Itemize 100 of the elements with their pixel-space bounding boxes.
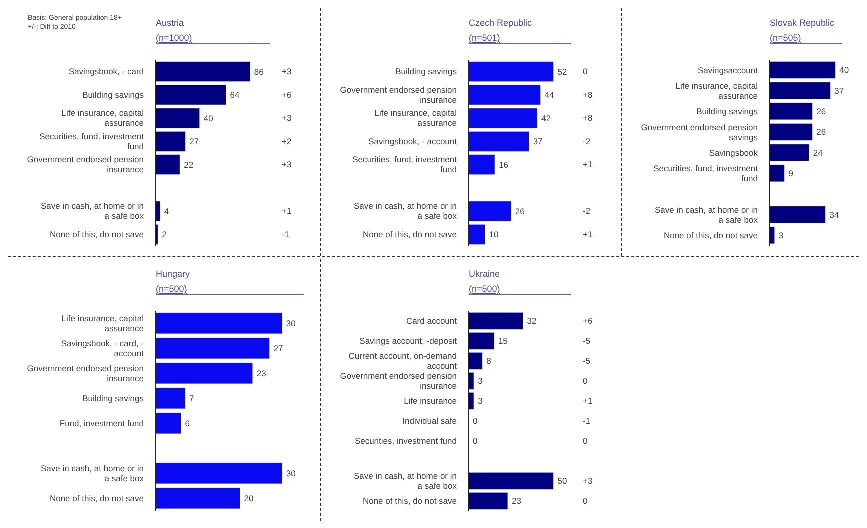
bar bbox=[156, 62, 251, 82]
data-label: 24 bbox=[813, 148, 824, 158]
text: +6 bbox=[583, 316, 593, 326]
data-label: 9 bbox=[788, 168, 794, 178]
bar bbox=[156, 488, 241, 510]
bar bbox=[156, 154, 180, 176]
text: +8 bbox=[583, 113, 593, 124]
data-label: 7 bbox=[189, 394, 194, 404]
text: -2 bbox=[583, 206, 591, 216]
chart-subtitle: (n=500) bbox=[156, 284, 188, 294]
bar bbox=[468, 62, 554, 82]
bar bbox=[770, 144, 810, 162]
bar bbox=[468, 372, 474, 390]
bar bbox=[156, 462, 283, 484]
y-tick-label: Building savings bbox=[396, 66, 457, 77]
y-tick-label: Securities, fund, investment fund bbox=[40, 131, 145, 152]
data-label: 64 bbox=[230, 90, 240, 100]
y-tick-label: Fund, investment fund bbox=[60, 418, 144, 428]
y-tick-label: Card account bbox=[406, 316, 458, 326]
bar bbox=[468, 392, 474, 410]
data-label: 20 bbox=[244, 494, 254, 504]
bar bbox=[770, 61, 836, 79]
text: +3 bbox=[583, 476, 593, 486]
chart-title: Slovak Republic bbox=[770, 18, 836, 28]
bar bbox=[156, 84, 226, 106]
data-label: 26 bbox=[816, 106, 826, 116]
text: +3 bbox=[282, 66, 292, 77]
chart-subtitle: (n=505) bbox=[770, 33, 802, 43]
bar bbox=[156, 108, 200, 129]
data-label: 26 bbox=[816, 127, 826, 138]
y-tick-label: Government endorsed pension insurance bbox=[27, 154, 144, 175]
bar bbox=[468, 312, 524, 330]
y-tick-label: Building savings bbox=[82, 90, 144, 100]
data-label: 3 bbox=[478, 396, 484, 406]
text: +1 bbox=[583, 160, 593, 170]
y-tick-label: Securities, fund, investment fund bbox=[352, 154, 458, 175]
y-tick-label: Life insurance, capital assurance bbox=[62, 314, 144, 334]
chart-title: Hungary bbox=[156, 269, 192, 279]
data-label: 52 bbox=[558, 66, 568, 77]
data-label: 8 bbox=[486, 356, 492, 366]
text: +3 bbox=[282, 113, 292, 124]
bar bbox=[468, 472, 554, 490]
y-tick-label: Life insurance, capital assurance bbox=[676, 81, 758, 101]
data-label: 32 bbox=[527, 316, 537, 326]
y-tick-label: Government endorsed pension insurance bbox=[27, 364, 144, 384]
y-tick-label: Save in cash, at home or in a safe box bbox=[40, 201, 145, 222]
data-label: 23 bbox=[256, 368, 267, 378]
data-label: 50 bbox=[558, 476, 568, 486]
text: -2 bbox=[583, 136, 591, 146]
bar bbox=[156, 412, 182, 434]
text: +1 bbox=[282, 206, 292, 216]
chart-title: Ukraine bbox=[469, 269, 502, 279]
data-label: 40 bbox=[840, 65, 850, 76]
y-tick-label: Savingsbook, - card, - account bbox=[61, 338, 145, 358]
data-label: 44 bbox=[544, 90, 554, 100]
text: 0 bbox=[583, 496, 588, 506]
y-tick-label: Life insurance, capital assurance bbox=[374, 108, 458, 128]
data-label: 40 bbox=[204, 113, 214, 124]
data-label: 3 bbox=[478, 376, 484, 386]
text: -5 bbox=[583, 336, 591, 346]
bar bbox=[156, 312, 283, 334]
data-label: 6 bbox=[185, 418, 190, 428]
data-label: 15 bbox=[498, 336, 508, 346]
data-label: 16 bbox=[499, 160, 509, 170]
data-label: 22 bbox=[184, 160, 194, 170]
y-tick-label: Securities, investment fund bbox=[354, 436, 458, 446]
y-tick-label: Government endorsed pension savings bbox=[641, 122, 758, 142]
chart-subtitle: (n=501) bbox=[469, 33, 502, 43]
chart-title: Czech Republic bbox=[469, 18, 534, 28]
text: +2 bbox=[282, 136, 292, 146]
y-tick-label: Building savings bbox=[696, 106, 758, 117]
text: -1 bbox=[583, 416, 591, 426]
text: -5 bbox=[583, 356, 591, 366]
text: +8 bbox=[583, 90, 593, 100]
data-label: 30 bbox=[286, 318, 296, 328]
text: 0 bbox=[583, 66, 588, 77]
y-tick-label: Save in cash, at home or in a safe box bbox=[654, 205, 759, 225]
y-tick-label: Current account, on-demand account bbox=[348, 351, 458, 371]
data-label: 3 bbox=[778, 230, 784, 240]
data-label: 2 bbox=[162, 230, 168, 240]
bar bbox=[468, 154, 496, 176]
y-tick-label: Individual safe bbox=[402, 416, 458, 426]
bar bbox=[468, 332, 495, 350]
y-tick-label: Savingsbook bbox=[709, 148, 759, 158]
bar bbox=[468, 492, 508, 510]
y-tick-label: Life insurance bbox=[404, 396, 458, 406]
text: 0 bbox=[583, 436, 588, 446]
y-tick-label: None of this, do not save bbox=[50, 494, 144, 504]
data-label: 34 bbox=[830, 210, 840, 220]
bar bbox=[156, 131, 186, 152]
text: +3 bbox=[282, 160, 292, 170]
y-tick-label: Savings account, -deposit bbox=[360, 336, 458, 346]
data-label: 10 bbox=[489, 230, 500, 240]
data-label: 37 bbox=[834, 86, 844, 96]
bar bbox=[156, 338, 270, 360]
bar bbox=[770, 82, 831, 100]
bar bbox=[468, 108, 538, 129]
data-label: 4 bbox=[164, 206, 170, 216]
y-tick-label: Savingsaccount bbox=[698, 65, 759, 76]
bar bbox=[156, 388, 186, 410]
